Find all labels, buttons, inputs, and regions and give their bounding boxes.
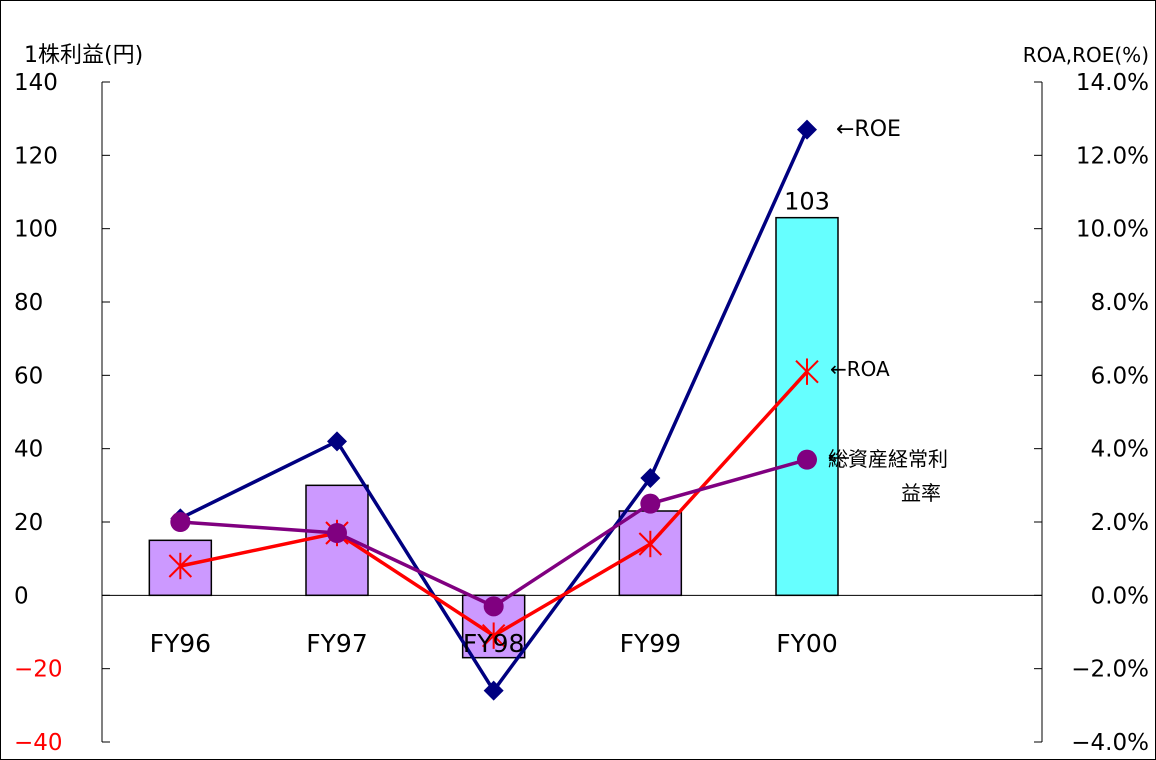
bar-fy00 — [775, 216, 839, 597]
right-tick-label: −2.0% — [1071, 657, 1149, 683]
annotation-layer: 1株利益(円) ROA,ROE(%) ←ROE ←ROA 総資産経常利 益率 — [24, 43, 1149, 505]
left-tick-label: 120 — [14, 143, 58, 169]
category-label: FY97 — [306, 629, 367, 658]
roe-point — [327, 431, 347, 452]
left-tick-label: 80 — [14, 290, 43, 316]
line-series-layer — [168, 119, 819, 701]
series-label-ratio-line1: 総資産経常利 — [828, 447, 948, 471]
left-tick-label: −40 — [14, 730, 63, 756]
ratio-point — [483, 596, 504, 617]
category-label: FY96 — [150, 629, 211, 658]
left-tick-label: 60 — [14, 363, 43, 389]
category-label: FY00 — [776, 629, 837, 658]
right-tick-label: 2.0% — [1091, 510, 1149, 536]
ratio-point — [797, 449, 817, 470]
left-tick-label: 140 — [14, 70, 58, 96]
left-tick-label: 100 — [14, 217, 58, 243]
right-tick-label: 0.0% — [1091, 583, 1149, 609]
roa-point — [795, 358, 819, 385]
left-tick-label: 0 — [14, 583, 29, 609]
left-axis-title: 1株利益(円) — [24, 43, 143, 68]
left-tick-label: 20 — [14, 510, 43, 536]
right-tick-label: −4.0% — [1071, 730, 1149, 756]
right-tick-label: 12.0% — [1076, 143, 1149, 169]
category-label: FY98 — [463, 629, 524, 658]
right-tick-label: 14.0% — [1076, 70, 1149, 96]
tick-label-layer: −40 −20 0 20 40 60 80 100 120 140 −4.0% −2.0% 0.0% 2.… — [14, 70, 1149, 756]
roe-point — [640, 468, 661, 488]
ratio-point — [640, 493, 661, 514]
line-series-2 — [180, 457, 808, 609]
series-label-roe: ←ROE — [836, 117, 901, 142]
left-tick-label: 40 — [14, 437, 43, 463]
roa-point — [481, 622, 506, 649]
ratio-point — [170, 512, 191, 532]
ratio-point — [327, 523, 347, 543]
right-axis-title: ROA,ROE(%) — [1023, 43, 1149, 67]
bar-data-label: 103 — [784, 188, 830, 216]
roe-point — [797, 119, 817, 140]
series-label-roa: ←ROA — [830, 357, 890, 381]
ratio-label-arrowhead — [828, 453, 836, 463]
category-label: FY99 — [620, 629, 681, 658]
roe-point — [483, 680, 504, 701]
series-label-ratio-line2: 益率 — [901, 481, 941, 505]
right-tick-label: 4.0% — [1091, 437, 1149, 463]
right-tick-label: 6.0% — [1091, 363, 1149, 389]
right-tick-label: 10.0% — [1076, 217, 1149, 243]
category-label-layer: FY96 FY97 FY98 FY99 FY00 — [150, 629, 838, 658]
roa-point — [168, 552, 193, 580]
roa-point — [638, 530, 663, 558]
right-tick-label: 8.0% — [1091, 290, 1149, 316]
axes-layer — [101, 82, 1043, 742]
left-tick-label: −20 — [14, 657, 63, 683]
bar-layer: 103 — [148, 188, 839, 659]
